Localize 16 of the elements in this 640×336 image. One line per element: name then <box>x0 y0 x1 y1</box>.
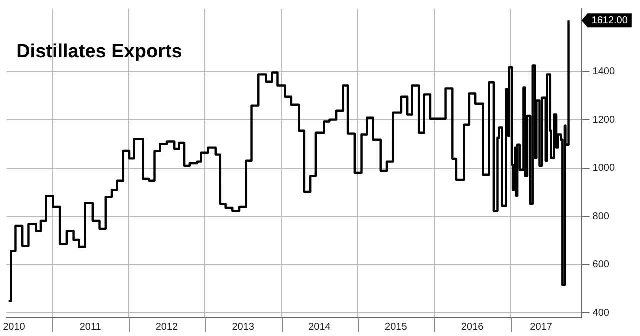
x-tick-label: 2014 <box>308 322 332 333</box>
x-tick-label: 2016 <box>461 322 484 333</box>
x-tick-label: 2013 <box>232 322 255 333</box>
text: Distillates Exports <box>16 42 182 63</box>
y-tick-label: 1400 <box>592 66 616 78</box>
text: 1612.00 <box>592 15 628 26</box>
y-tick-label: 800 <box>592 211 610 222</box>
y-tick-label: 1200 <box>592 114 616 126</box>
x-tick-label: 2011 <box>80 322 102 333</box>
y-tick-label: 600 <box>592 260 610 271</box>
x-tick-label: 2012 <box>156 322 179 333</box>
y-tick-label: 400 <box>592 308 610 319</box>
x-tick-label: 2010 <box>3 322 26 333</box>
x-tick-label: 2017 <box>530 322 553 333</box>
y-tick-label: 1000 <box>592 163 616 174</box>
x-tick-label: 2015 <box>385 322 408 333</box>
